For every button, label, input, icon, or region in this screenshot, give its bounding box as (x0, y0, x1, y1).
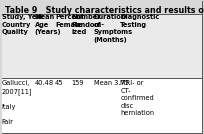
Text: Duration
of
Symptoms
(Months): Duration of Symptoms (Months) (94, 14, 133, 43)
Text: Gallucci,
2007[11]

Italy

Fair: Gallucci, 2007[11] Italy Fair (2, 80, 32, 125)
Bar (2, 78, 202, 133)
Text: MRI- or
CT-
confirmed
disc
herniation: MRI- or CT- confirmed disc herniation (120, 80, 154, 116)
Text: Number
Random-
ized: Number Random- ized (71, 14, 104, 35)
Text: 159: 159 (71, 80, 84, 86)
Text: Study, Year
Country
Quality: Study, Year Country Quality (2, 14, 44, 35)
Text: Mean
Age
(Years): Mean Age (Years) (35, 14, 61, 35)
Bar (2, 0, 202, 14)
Text: 40.48: 40.48 (35, 80, 54, 86)
Text: Percent
Female: Percent Female (55, 14, 84, 28)
Bar (2, 14, 202, 78)
Text: 45: 45 (55, 80, 64, 86)
Text: Diagnostic
Testing: Diagnostic Testing (120, 14, 160, 28)
Text: Mean 3.75: Mean 3.75 (94, 80, 129, 86)
Text: Table 9   Study characteristics and results of intradiscal oze: Table 9 Study characteristics and result… (5, 6, 204, 15)
